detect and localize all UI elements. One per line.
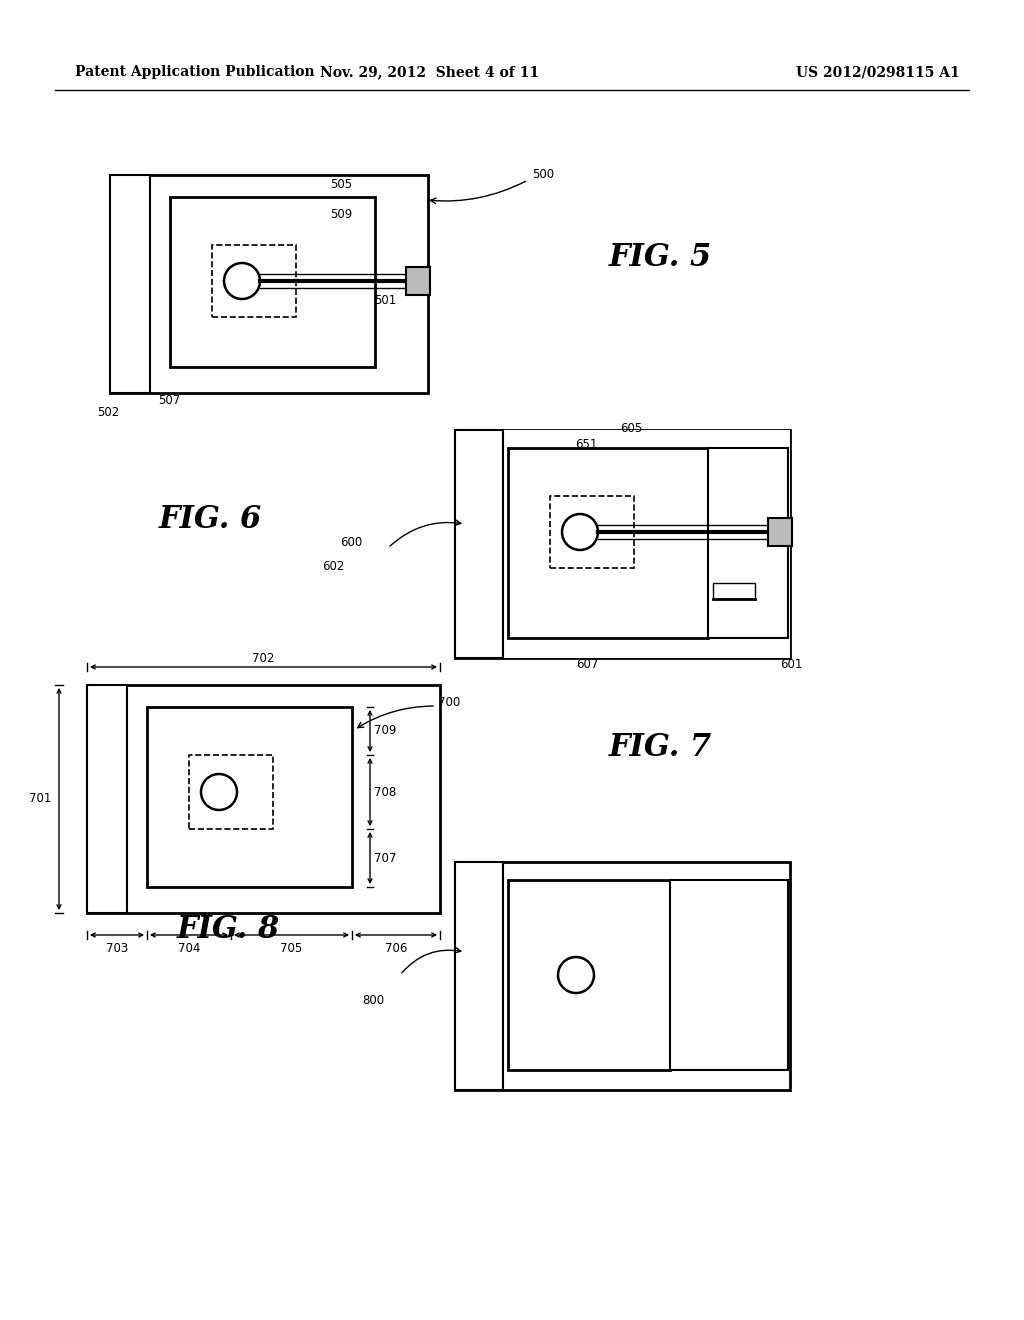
Text: 708: 708 [374, 785, 396, 799]
Text: Patent Application Publication: Patent Application Publication [75, 65, 314, 79]
Bar [147, 708, 352, 887]
Bar [550, 496, 634, 568]
Text: FIG. 5: FIG. 5 [608, 243, 712, 273]
Text: 704: 704 [178, 942, 200, 956]
Text: 501: 501 [374, 293, 396, 306]
Bar [455, 430, 503, 657]
Text: 651: 651 [575, 438, 597, 451]
Text: 609: 609 [715, 585, 737, 598]
Bar [768, 517, 792, 546]
Text: 502: 502 [97, 407, 119, 420]
Text: 602: 602 [322, 560, 344, 573]
Bar [87, 685, 127, 913]
Text: 701: 701 [29, 792, 51, 805]
Text: 706: 706 [385, 942, 408, 956]
Text: FIG. 6: FIG. 6 [159, 504, 261, 536]
Bar [508, 447, 708, 638]
Bar [406, 267, 430, 294]
Text: 705: 705 [280, 942, 302, 956]
Bar [455, 430, 790, 657]
Bar [110, 176, 428, 393]
Bar [708, 447, 788, 638]
Bar [713, 583, 755, 599]
Bar [212, 246, 296, 317]
Bar [189, 755, 273, 829]
Text: 700: 700 [438, 697, 460, 710]
Text: 703: 703 [105, 942, 128, 956]
Text: 709: 709 [374, 725, 396, 738]
Bar [508, 447, 708, 638]
Bar [503, 862, 790, 1090]
Text: 601: 601 [780, 659, 803, 672]
Bar [455, 862, 503, 1090]
Bar [508, 880, 670, 1071]
Text: 650: 650 [715, 620, 737, 634]
Bar [670, 880, 788, 1071]
Bar [147, 708, 352, 887]
Text: Nov. 29, 2012  Sheet 4 of 11: Nov. 29, 2012 Sheet 4 of 11 [321, 65, 540, 79]
Bar [503, 430, 790, 657]
Text: 605: 605 [620, 421, 642, 434]
Bar [455, 862, 503, 1090]
Bar [170, 197, 375, 367]
Text: FIG. 8: FIG. 8 [176, 915, 280, 945]
Text: 607: 607 [575, 659, 598, 672]
Text: 505: 505 [330, 178, 352, 191]
Bar [455, 430, 503, 657]
Text: FIG. 7: FIG. 7 [608, 733, 712, 763]
Text: 500: 500 [532, 169, 554, 181]
Bar [110, 176, 150, 393]
Text: 702: 702 [252, 652, 274, 665]
Bar [87, 685, 127, 913]
Bar [508, 880, 670, 1071]
Bar [170, 197, 375, 367]
Bar [455, 862, 790, 1090]
Text: 800: 800 [362, 994, 384, 1006]
Text: 507: 507 [158, 393, 180, 407]
Bar [110, 176, 150, 393]
Text: US 2012/0298115 A1: US 2012/0298115 A1 [797, 65, 961, 79]
Text: 509: 509 [330, 209, 352, 222]
Bar [503, 430, 790, 657]
Text: 600: 600 [340, 536, 362, 549]
Text: 707: 707 [374, 851, 396, 865]
Bar [87, 685, 440, 913]
